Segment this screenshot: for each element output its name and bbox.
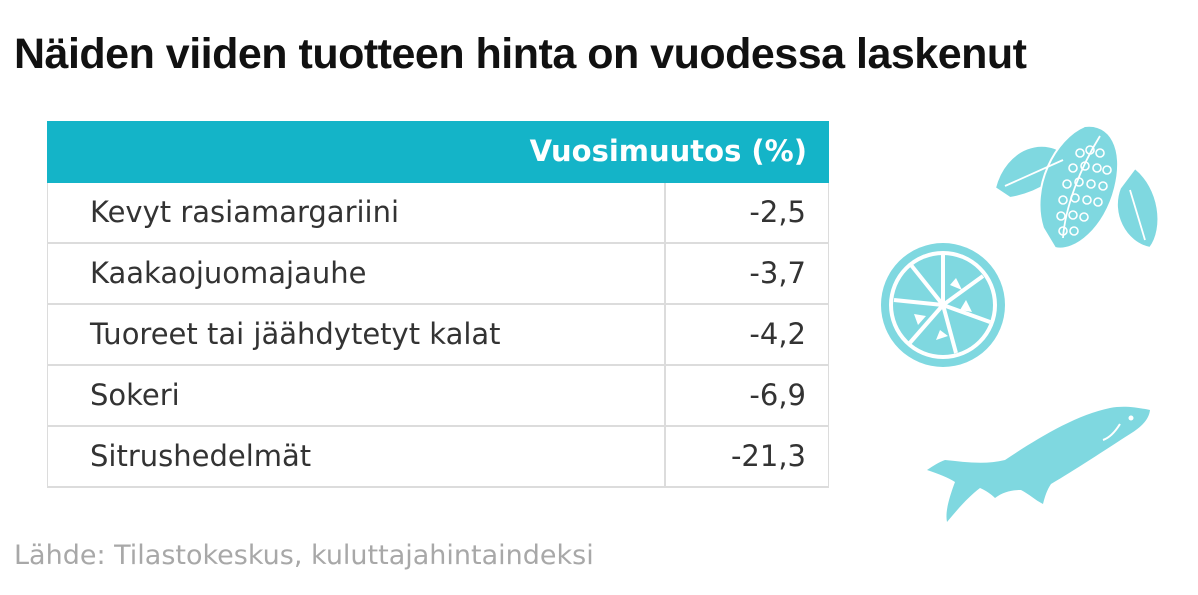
row-label: Kevyt rasiamargariini (90, 195, 400, 229)
column-divider (664, 244, 666, 303)
row-value: -4,2 (749, 317, 806, 351)
column-divider (664, 305, 666, 364)
row-label: Tuoreet tai jäähdytetyt kalat (90, 317, 501, 351)
row-label: Sokeri (90, 378, 180, 412)
chart-title: Näiden viiden tuotteen hinta on vuodessa… (14, 30, 1027, 78)
source-note: Lähde: Tilastokeskus, kuluttajahintainde… (14, 540, 594, 571)
row-value: -6,9 (749, 378, 806, 412)
row-value: -3,7 (749, 256, 806, 290)
table-header: Vuosimuutos (%) (47, 121, 829, 183)
cocoa-pod-icon (993, 124, 1160, 250)
fish-icon (927, 406, 1150, 522)
table-row: Kaakaojuomajauhe -3,7 (47, 244, 829, 305)
row-label: Sitrushedelmät (90, 439, 312, 473)
column-divider (664, 366, 666, 425)
price-change-table: Vuosimuutos (%) Kevyt rasiamargariini -2… (47, 121, 829, 488)
row-label: Kaakaojuomajauhe (90, 256, 367, 290)
citrus-slice-icon (881, 243, 1005, 367)
row-value: -2,5 (749, 195, 806, 229)
column-header-label: Vuosimuutos (%) (529, 134, 807, 168)
row-value: -21,3 (730, 439, 806, 473)
table-row: Tuoreet tai jäähdytetyt kalat -4,2 (47, 305, 829, 366)
table-row: Sitrushedelmät -21,3 (47, 427, 829, 488)
table-row: Kevyt rasiamargariini -2,5 (47, 183, 829, 244)
column-divider (664, 427, 666, 486)
column-divider (664, 183, 666, 242)
table-row: Sokeri -6,9 (47, 366, 829, 427)
